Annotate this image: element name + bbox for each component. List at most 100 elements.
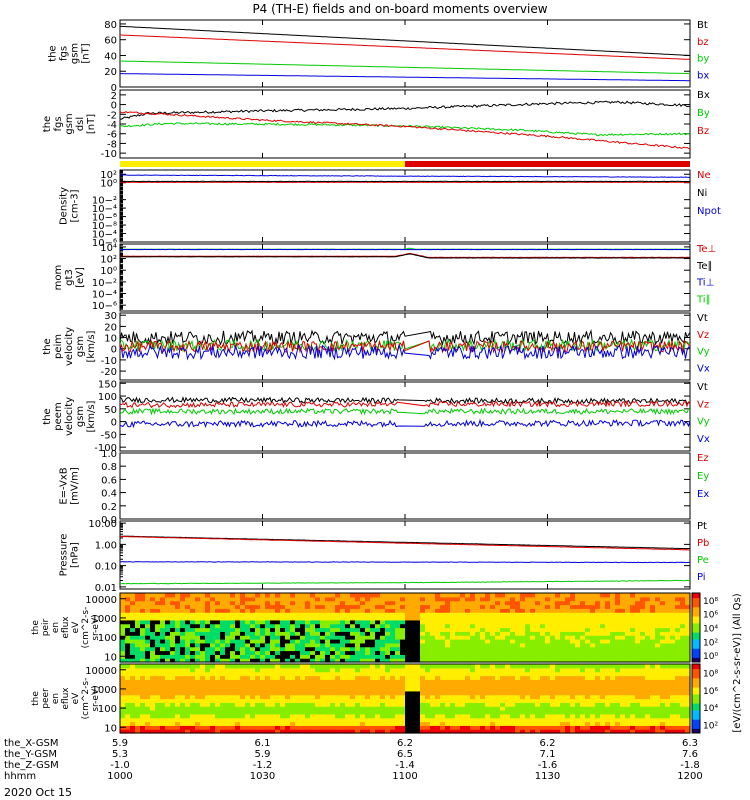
spectrogram-cell: [275, 706, 281, 711]
spectrogram-cell: [315, 596, 321, 602]
spectrogram-cell: [205, 658, 211, 663]
spectrogram-cell: [350, 642, 356, 648]
spectrogram-cell: [175, 639, 181, 644]
spectrogram-cell: [300, 683, 306, 688]
spectrogram-cell: [430, 710, 436, 715]
spectrogram-cell: [265, 710, 271, 715]
spectrogram-cell: [365, 671, 371, 677]
spectrogram-cell: [570, 687, 576, 692]
spectrogram-cell: [355, 635, 361, 640]
spectrogram-cell: [180, 690, 186, 696]
spectrogram-cell: [440, 600, 446, 606]
x-axis-value: 1030: [250, 771, 275, 782]
spectrogram-cell: [380, 658, 386, 663]
spectrogram-cell: [165, 619, 171, 625]
spectrogram-cell: [180, 608, 186, 613]
spectrogram-cell: [555, 710, 561, 715]
spectrogram-cell: [240, 596, 246, 602]
spectrogram-cell: [355, 675, 361, 680]
spectrogram-cell: [175, 671, 181, 677]
spectrogram-cell: [355, 631, 361, 636]
spectrogram-cell: [265, 596, 271, 602]
spectrogram-cell: [375, 627, 381, 632]
spectrogram-cell: [590, 683, 596, 688]
spectrogram-cell: [480, 679, 486, 684]
spectrogram-cell: [670, 675, 676, 680]
y-tick-label: 0.01: [95, 583, 117, 594]
spectrogram-cell: [370, 687, 376, 692]
spectrogram-cell: [250, 690, 256, 696]
spectrogram-cell: [370, 729, 376, 734]
spectrogram-cell: [685, 593, 691, 598]
y-axis-label: fgs: [53, 116, 64, 131]
spectrogram-cell: [470, 725, 476, 730]
spectrogram-cell: [195, 612, 201, 617]
spectrogram-cell: [380, 616, 386, 621]
spectrogram-cell: [300, 687, 306, 692]
spectrogram-cell: [445, 702, 451, 707]
spectrogram-cell: [585, 675, 591, 680]
spectrogram-cell: [540, 713, 546, 719]
spectrogram-cell: [575, 702, 581, 707]
spectrogram-cell: [480, 706, 486, 711]
spectrogram-cell: [315, 679, 321, 684]
spectrogram-cell: [235, 604, 241, 609]
spectrogram-cell: [265, 639, 271, 644]
spectrogram-cell: [515, 650, 521, 655]
spectrogram-cell: [600, 664, 606, 669]
spectrogram-cell: [680, 710, 686, 715]
spectrogram-cell: [210, 721, 216, 726]
spectrogram-cell: [160, 675, 166, 680]
spectrogram-cell: [650, 619, 656, 625]
spectrogram-cell: [495, 671, 501, 677]
spectrogram-cell: [285, 717, 291, 723]
spectrogram-cell: [155, 690, 161, 696]
spectrogram-cell: [545, 679, 551, 684]
legend-Te∥: Te∥: [696, 261, 713, 272]
spectrogram-cell: [165, 713, 171, 719]
spectrogram-cell: [155, 687, 161, 692]
spectrogram-cell: [560, 702, 566, 707]
spectrogram-cell: [665, 642, 671, 648]
spectrogram-cell: [310, 608, 316, 613]
spectrogram-cell: [230, 658, 236, 663]
spectrogram-cell: [300, 642, 306, 648]
spectrogram-cell: [540, 690, 546, 696]
spectrogram-cell: [645, 710, 651, 715]
spectrogram-cell: [130, 616, 136, 621]
spectrogram-cell: [170, 600, 176, 606]
spectrogram-cell: [225, 710, 231, 715]
spectrogram-cell: [405, 642, 411, 648]
spectrogram-cell: [160, 608, 166, 613]
legend-Ti⊥: Ti⊥: [696, 278, 714, 289]
spectrogram-cell: [285, 721, 291, 726]
spectrogram-cell: [375, 658, 381, 663]
spectrogram-cell: [145, 616, 151, 621]
spectrogram-cell: [245, 600, 251, 606]
spectrogram-cell: [515, 679, 521, 684]
spectrogram-cell: [505, 627, 511, 632]
spectrogram-cell: [300, 694, 306, 700]
spectrogram-cell: [390, 702, 396, 707]
spectrogram-cell: [250, 706, 256, 711]
spectrogram-cell: [395, 608, 401, 613]
spectrogram-cell: [435, 619, 441, 625]
spectrogram-cell: [355, 654, 361, 659]
y-tick-label: 0.8: [101, 462, 117, 473]
spectrogram-cell: [600, 616, 606, 621]
spectrogram-cell: [370, 717, 376, 723]
spectrogram-cell: [130, 623, 136, 629]
spectrogram-cell: [225, 608, 231, 613]
spectrogram-cell: [235, 721, 241, 726]
spectrogram-cell: [385, 616, 391, 621]
spectrogram-cell: [430, 631, 436, 636]
spectrogram-cell: [190, 635, 196, 640]
spectrogram-cell: [630, 616, 636, 621]
spectrogram-cell: [575, 698, 581, 703]
y-axis-label: peem: [53, 402, 64, 430]
spectrogram-cell: [270, 671, 276, 677]
spectrogram-cell: [130, 706, 136, 711]
spectrogram-cell: [645, 679, 651, 684]
